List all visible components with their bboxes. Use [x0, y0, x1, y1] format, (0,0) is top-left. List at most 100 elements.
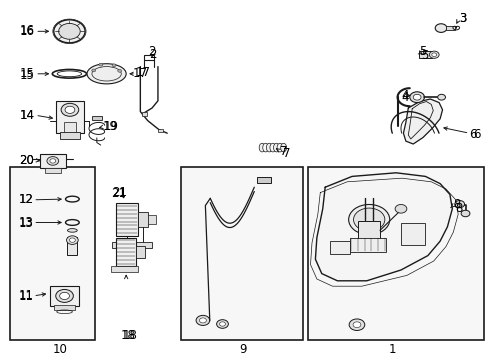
Bar	[56, 101, 83, 133]
Bar	[45, 168, 61, 173]
Ellipse shape	[67, 229, 77, 232]
Bar	[418, 51, 431, 58]
Text: 21: 21	[111, 187, 126, 200]
Text: 8: 8	[454, 202, 461, 215]
Polygon shape	[403, 99, 442, 144]
Text: 20: 20	[20, 154, 34, 167]
Text: 3: 3	[459, 12, 466, 24]
Text: 19: 19	[102, 120, 118, 132]
Bar	[111, 266, 138, 272]
Text: 2: 2	[147, 45, 155, 58]
Circle shape	[454, 201, 464, 208]
Text: 6: 6	[472, 129, 480, 141]
Text: 10: 10	[52, 343, 67, 356]
Circle shape	[199, 318, 206, 323]
Text: 14: 14	[20, 109, 35, 122]
Text: 3: 3	[459, 12, 466, 24]
Text: 8: 8	[452, 198, 459, 211]
Text: 12: 12	[19, 193, 34, 206]
Bar	[50, 286, 79, 306]
Text: 21: 21	[112, 186, 127, 199]
Circle shape	[112, 64, 116, 67]
Text: 17: 17	[136, 66, 151, 78]
Circle shape	[437, 94, 445, 100]
Bar	[257, 177, 270, 183]
Circle shape	[61, 103, 79, 116]
Bar	[142, 112, 147, 116]
Circle shape	[50, 159, 56, 163]
Bar	[147, 215, 155, 224]
Circle shape	[99, 63, 102, 66]
Text: 16: 16	[20, 24, 35, 37]
Bar	[92, 116, 102, 120]
Text: 18: 18	[122, 329, 137, 342]
Bar	[400, 223, 425, 245]
Bar	[67, 237, 77, 255]
Text: 7: 7	[280, 145, 287, 158]
Ellipse shape	[87, 64, 126, 84]
Text: 12: 12	[19, 193, 34, 206]
Circle shape	[394, 204, 406, 213]
Text: 11: 11	[19, 291, 34, 303]
Text: 13: 13	[19, 216, 33, 229]
Bar	[138, 212, 147, 227]
Bar	[445, 26, 454, 30]
Text: 5: 5	[421, 49, 428, 62]
Circle shape	[409, 92, 424, 103]
Circle shape	[216, 320, 228, 328]
Bar	[10, 167, 95, 340]
Bar	[329, 241, 349, 254]
Bar	[158, 129, 163, 132]
Bar	[60, 132, 80, 139]
Bar	[40, 154, 65, 168]
Text: 5: 5	[419, 45, 426, 58]
Circle shape	[348, 204, 389, 235]
Text: 15: 15	[20, 69, 34, 82]
Text: 6: 6	[468, 129, 476, 141]
Circle shape	[65, 106, 75, 113]
Circle shape	[60, 292, 69, 300]
Bar	[116, 238, 136, 266]
Text: 1: 1	[388, 343, 395, 356]
Text: 4: 4	[400, 91, 407, 104]
Text: 11: 11	[19, 289, 34, 302]
Bar	[64, 122, 76, 133]
Circle shape	[219, 322, 225, 326]
Text: 17: 17	[133, 67, 148, 80]
Circle shape	[460, 210, 469, 217]
Circle shape	[353, 208, 384, 231]
Circle shape	[196, 315, 209, 325]
Circle shape	[47, 157, 59, 165]
Circle shape	[118, 69, 122, 72]
Circle shape	[66, 236, 78, 244]
Text: 20: 20	[20, 154, 34, 167]
Bar	[358, 221, 379, 239]
Circle shape	[54, 20, 85, 43]
Circle shape	[434, 24, 446, 32]
Text: 2: 2	[149, 48, 156, 60]
Ellipse shape	[280, 143, 286, 152]
Circle shape	[59, 23, 80, 39]
Text: 18: 18	[121, 329, 135, 342]
Text: 7: 7	[282, 147, 289, 159]
Circle shape	[431, 53, 436, 57]
Ellipse shape	[269, 143, 275, 152]
Bar	[144, 55, 154, 60]
Bar	[181, 167, 303, 340]
Text: 15: 15	[20, 67, 34, 80]
Ellipse shape	[262, 143, 268, 152]
Polygon shape	[315, 173, 451, 281]
Ellipse shape	[273, 143, 279, 152]
Circle shape	[69, 238, 75, 242]
Text: 14: 14	[20, 109, 35, 122]
Ellipse shape	[266, 143, 272, 152]
Circle shape	[428, 51, 438, 58]
Circle shape	[56, 289, 73, 302]
Circle shape	[92, 69, 96, 72]
Circle shape	[348, 319, 364, 330]
Text: 16: 16	[20, 25, 35, 38]
Bar	[136, 246, 144, 258]
Bar	[307, 167, 483, 340]
Circle shape	[412, 94, 420, 100]
Bar	[112, 242, 151, 248]
